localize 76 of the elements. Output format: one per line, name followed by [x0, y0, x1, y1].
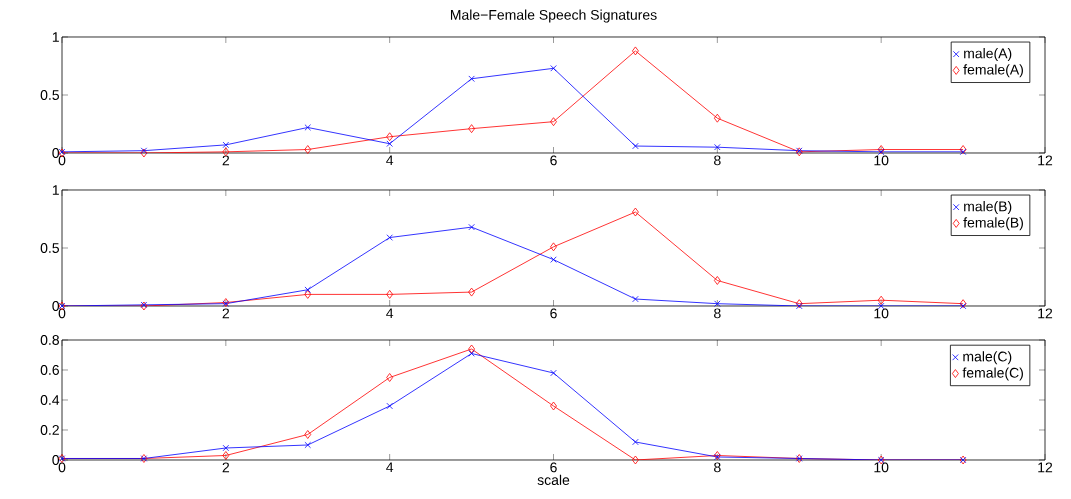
x-tick-label: 12: [1038, 155, 1053, 166]
y-tick-label: 1: [52, 32, 59, 42]
point: [550, 65, 557, 72]
point: [632, 295, 639, 303]
y-tick-label: 0: [52, 455, 60, 465]
point: [632, 207, 639, 217]
point: [468, 344, 475, 354]
x-tick-label: 10: [874, 155, 889, 166]
x-tick-label: 2: [222, 308, 230, 319]
point: [140, 148, 148, 158]
point: [468, 75, 475, 82]
point: [713, 276, 721, 285]
x-tick-label: 6: [550, 308, 557, 319]
point: [468, 124, 475, 134]
point: [222, 444, 230, 452]
y-tick-label: 1: [52, 185, 59, 195]
point: [386, 402, 393, 410]
x-tick-label: 2: [222, 462, 230, 473]
x-axis-title: scale: [537, 474, 570, 485]
point: [304, 286, 311, 293]
y-tick-label: 0: [52, 301, 60, 311]
legend-label: male(A): [964, 48, 1012, 62]
point: [550, 369, 557, 377]
point: [304, 290, 312, 299]
x-tick-label: 2: [222, 155, 230, 166]
point: [468, 223, 475, 231]
chart-title: Male−Female Speech Signatures: [450, 9, 657, 23]
point: [304, 124, 311, 131]
y-tick-label: 0.8: [40, 335, 59, 345]
x-tick-label: 10: [874, 308, 889, 319]
point: [632, 438, 639, 446]
point: [386, 290, 394, 299]
x-tick-label: 8: [714, 308, 721, 319]
y-tick-label: 0.4: [40, 395, 60, 405]
legend-label: male(B): [964, 201, 1012, 215]
x-tick-label: 8: [714, 462, 721, 473]
point: [550, 401, 557, 411]
x-tick-label: 12: [1038, 308, 1053, 319]
y-tick-label: 0.5: [40, 243, 59, 253]
point: [632, 142, 639, 150]
x-tick-label: 4: [386, 308, 394, 319]
x-tick-label: 10: [874, 462, 889, 473]
point: [632, 46, 639, 56]
y-tick-label: 0.5: [40, 90, 59, 100]
point: [550, 117, 557, 127]
point: [386, 132, 394, 142]
point: [714, 300, 721, 307]
x-tick-label: 8: [714, 155, 721, 166]
y-tick-label: 0.2: [40, 425, 59, 435]
legend-label: male(C): [963, 351, 1012, 365]
point: [386, 373, 394, 382]
point: [304, 430, 312, 439]
point: [468, 287, 475, 297]
x-tick-label: 12: [1038, 462, 1053, 473]
y-tick-label: 0: [52, 148, 60, 158]
x-tick-label: 4: [386, 155, 394, 166]
x-tick-label: 4: [386, 462, 394, 473]
legend-label: female(B): [963, 217, 1023, 231]
point: [222, 141, 230, 149]
point: [386, 140, 393, 147]
x-tick-label: 6: [550, 155, 557, 166]
point: [877, 295, 885, 305]
point: [632, 455, 639, 465]
legend-label: female(C): [962, 367, 1023, 381]
point: [550, 242, 557, 252]
point: [550, 256, 557, 263]
point: [222, 451, 230, 460]
point: [304, 441, 311, 449]
point: [714, 143, 721, 151]
legend-label: female(A): [963, 64, 1023, 78]
point: [713, 113, 721, 123]
y-tick-label: 0.6: [40, 365, 59, 375]
x-tick-label: 6: [550, 462, 557, 473]
point: [304, 145, 312, 154]
point: [386, 234, 393, 241]
point: [140, 147, 148, 154]
